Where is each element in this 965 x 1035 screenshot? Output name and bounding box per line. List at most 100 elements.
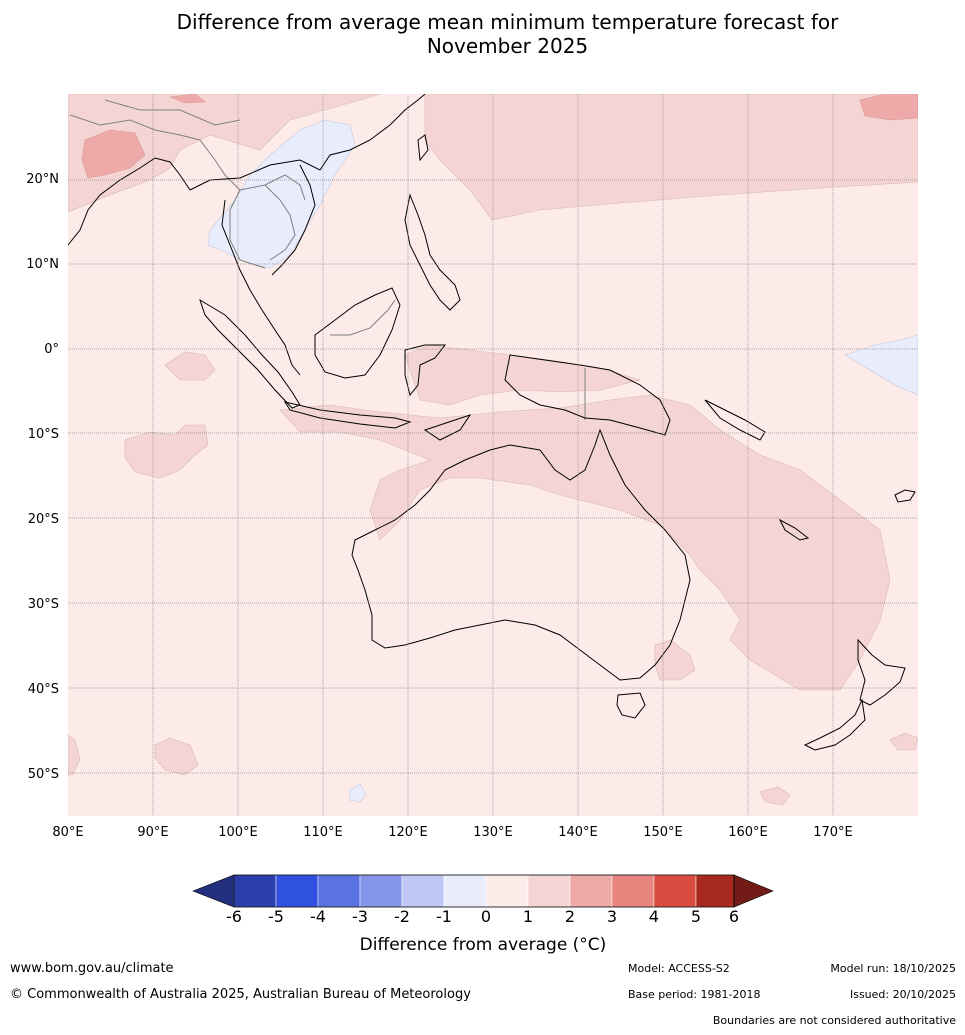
issued-date: Issued: 20/10/2025 — [849, 988, 956, 1001]
coast-timor — [423, 414, 472, 441]
colorbar-right-arrow — [733, 874, 774, 908]
region-south-ocean-d — [889, 732, 918, 751]
colorbar-tick-4: 4 — [649, 907, 659, 926]
colorbar-swatch-1 — [233, 874, 277, 908]
colorbar-title: Difference from average (°C) — [360, 935, 607, 955]
title-line-1: Difference from average mean minimum tem… — [176, 10, 839, 34]
lon-label-80e: 80°E — [52, 825, 83, 840]
coast-nz-north — [857, 638, 906, 706]
coastlines — [68, 94, 916, 751]
lon-label-150e: 150°E — [643, 825, 683, 840]
longitude-labels: 80°E 90°E 100°E 110°E 120°E 130°E 140°E … — [52, 825, 852, 840]
colorbar-swatch-6 — [443, 874, 487, 908]
region-maritime — [404, 344, 642, 406]
lon-label-130e: 130°E — [473, 825, 513, 840]
lat-label-20s: 20°S — [28, 512, 59, 527]
region-indian-blob — [164, 351, 216, 381]
colorbar-tick-1: 1 — [523, 907, 533, 926]
border-himalaya — [69, 114, 266, 269]
coast-java — [283, 401, 412, 429]
latitude-labels: 20°N 10°N 0° 10°S 20°S 30°S 40°S 50°S — [26, 172, 59, 782]
copyright-text: © Commonwealth of Australia 2025, Austra… — [10, 987, 471, 1002]
boundary-disclaimer: Boundaries are not considered authoritat… — [712, 1014, 956, 1027]
colorbar-swatch-8 — [527, 874, 571, 908]
coast-australia — [351, 428, 691, 681]
lat-label-30s: 30°S — [28, 597, 59, 612]
map-title: Difference from average mean minimum tem… — [0, 10, 965, 58]
colorbar-tick-0: 0 — [481, 907, 491, 926]
region-nepac-hot — [859, 94, 918, 121]
lon-label-90e: 90°E — [137, 825, 168, 840]
colorbar-tick-minus-2: -2 — [394, 907, 410, 926]
coast-india — [68, 157, 191, 246]
colorbar-tick-labels: -6 -5 -4 -3 -2 -1 0 1 2 3 4 5 6 — [226, 907, 739, 926]
region-nw-pacific — [424, 94, 918, 221]
lat-label-10s: 10°S — [28, 427, 59, 442]
border-tibet — [104, 99, 241, 126]
region-south-asia — [68, 94, 381, 213]
colorbar-tick-6: 6 — [729, 907, 739, 926]
region-sw-indian — [124, 424, 209, 479]
colorbar-tick-5: 5 — [691, 907, 701, 926]
colorbar-swatch-9 — [569, 874, 613, 908]
coast-tasmania — [616, 692, 646, 719]
map-field — [68, 94, 918, 816]
region-south-ocean-c — [759, 786, 791, 806]
colorbar-tick-minus-3: -3 — [352, 907, 368, 926]
border-borneo — [330, 299, 396, 336]
region-china-hot — [169, 94, 206, 104]
lat-label-10n: 10°N — [26, 257, 59, 272]
coast-vietnam — [271, 164, 316, 276]
coast-taiwan — [417, 134, 429, 162]
coast-fiji — [894, 489, 916, 503]
website-link[interactable]: www.bom.gov.au/climate — [10, 961, 174, 976]
coast-indochina — [221, 199, 301, 376]
lat-label-20n: 20°N — [26, 172, 59, 187]
anomaly-region-1-to-2 — [68, 94, 918, 806]
region-australia-band — [279, 394, 891, 691]
lon-label-100e: 100°E — [218, 825, 258, 840]
region-south-ocean-b — [68, 734, 81, 776]
colorbar-swatch-12 — [695, 874, 735, 908]
region-bass-strait — [654, 639, 696, 681]
region-central-pacific-cool — [844, 334, 918, 396]
coast-new-caledonia — [778, 518, 810, 541]
colorbar-swatch-4 — [359, 874, 403, 908]
lat-label-40s: 40°S — [28, 682, 59, 697]
colorbar-tick-2: 2 — [565, 907, 575, 926]
coast-china — [189, 94, 426, 191]
coast-philippines — [404, 193, 461, 311]
anomaly-region-2-to-3 — [81, 94, 918, 179]
lat-label-50s: 50°S — [28, 767, 59, 782]
lat-label-0: 0° — [44, 342, 59, 357]
coast-borneo — [314, 287, 401, 379]
colorbar-swatch-2 — [275, 874, 319, 908]
model-name: Model: ACCESS-S2 — [628, 962, 730, 975]
colorbar-swatch-7 — [485, 874, 529, 908]
colorbar-outline — [233, 874, 735, 908]
model-run-date: Model run: 18/10/2025 — [830, 962, 956, 975]
colorbar — [192, 874, 774, 908]
colorbar-swatch-5 — [401, 874, 445, 908]
anomaly-region-0-to-minus-1 — [207, 119, 918, 803]
coast-solomons — [704, 399, 766, 441]
coast-sumatra — [199, 298, 301, 409]
lon-label-120e: 120°E — [388, 825, 428, 840]
colorbar-tick-3: 3 — [607, 907, 617, 926]
region-tibet-hot — [81, 129, 146, 179]
lon-label-110e: 110°E — [303, 825, 343, 840]
lon-label-160e: 160°E — [728, 825, 768, 840]
colorbar-tick-minus-5: -5 — [268, 907, 284, 926]
graticule — [68, 94, 918, 816]
title-line-2: November 2025 — [426, 34, 589, 58]
region-south-cool — [349, 783, 367, 803]
colorbar-tick-minus-1: -1 — [436, 907, 452, 926]
lon-label-170e: 170°E — [813, 825, 853, 840]
colorbar-tick-minus-4: -4 — [310, 907, 326, 926]
colorbar-swatch-10 — [611, 874, 655, 908]
region-south-ocean-a — [154, 737, 199, 776]
colorbar-swatch-3 — [317, 874, 361, 908]
coast-new-guinea — [504, 354, 671, 436]
colorbar-left-arrow — [192, 874, 235, 908]
